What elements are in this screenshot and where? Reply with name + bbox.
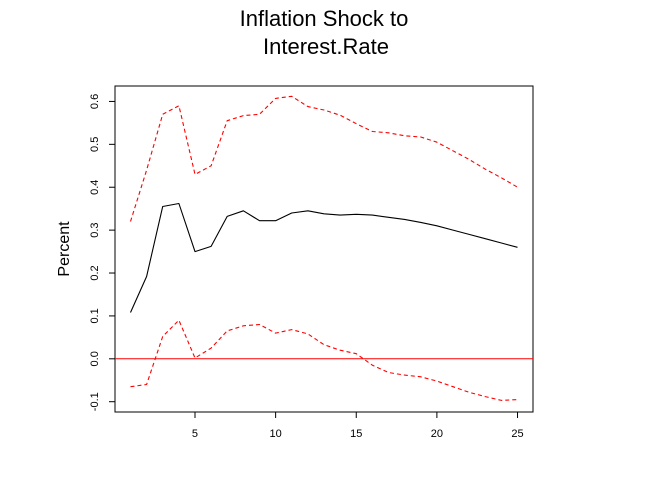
chart-title-line-1: Inflation Shock to — [240, 6, 409, 31]
x-tick-label: 20 — [431, 428, 443, 440]
y-axis-label: Percent — [56, 221, 73, 277]
lower-band-line — [130, 319, 518, 401]
y-tick-label: -0.1 — [89, 392, 101, 411]
series-layer — [115, 95, 533, 401]
x-axis: 5 10 15 20 25 — [192, 412, 524, 440]
y-tick-label: 0.6 — [89, 94, 101, 109]
x-tick-label: 5 — [192, 428, 198, 440]
y-tick-label: 0.4 — [89, 180, 101, 195]
y-tick-label: 0.2 — [89, 265, 101, 280]
x-tick-label: 25 — [511, 428, 523, 440]
y-tick-label: 0.1 — [89, 308, 101, 323]
x-tick-label: 15 — [350, 428, 362, 440]
response-line — [129, 202, 518, 313]
y-tick-label: 0.5 — [89, 137, 101, 152]
chart-title-line-2: Interest.Rate — [263, 34, 389, 59]
upper-band-line — [129, 95, 518, 222]
y-axis: -0.1 0.0 0.1 0.2 0.3 0.4 0.5 0.6 — [89, 94, 115, 411]
plot-area-frame — [114, 85, 534, 413]
y-tick-label: 0.0 — [89, 351, 101, 366]
y-tick-label: 0.3 — [89, 222, 101, 237]
x-tick-label: 10 — [269, 428, 281, 440]
